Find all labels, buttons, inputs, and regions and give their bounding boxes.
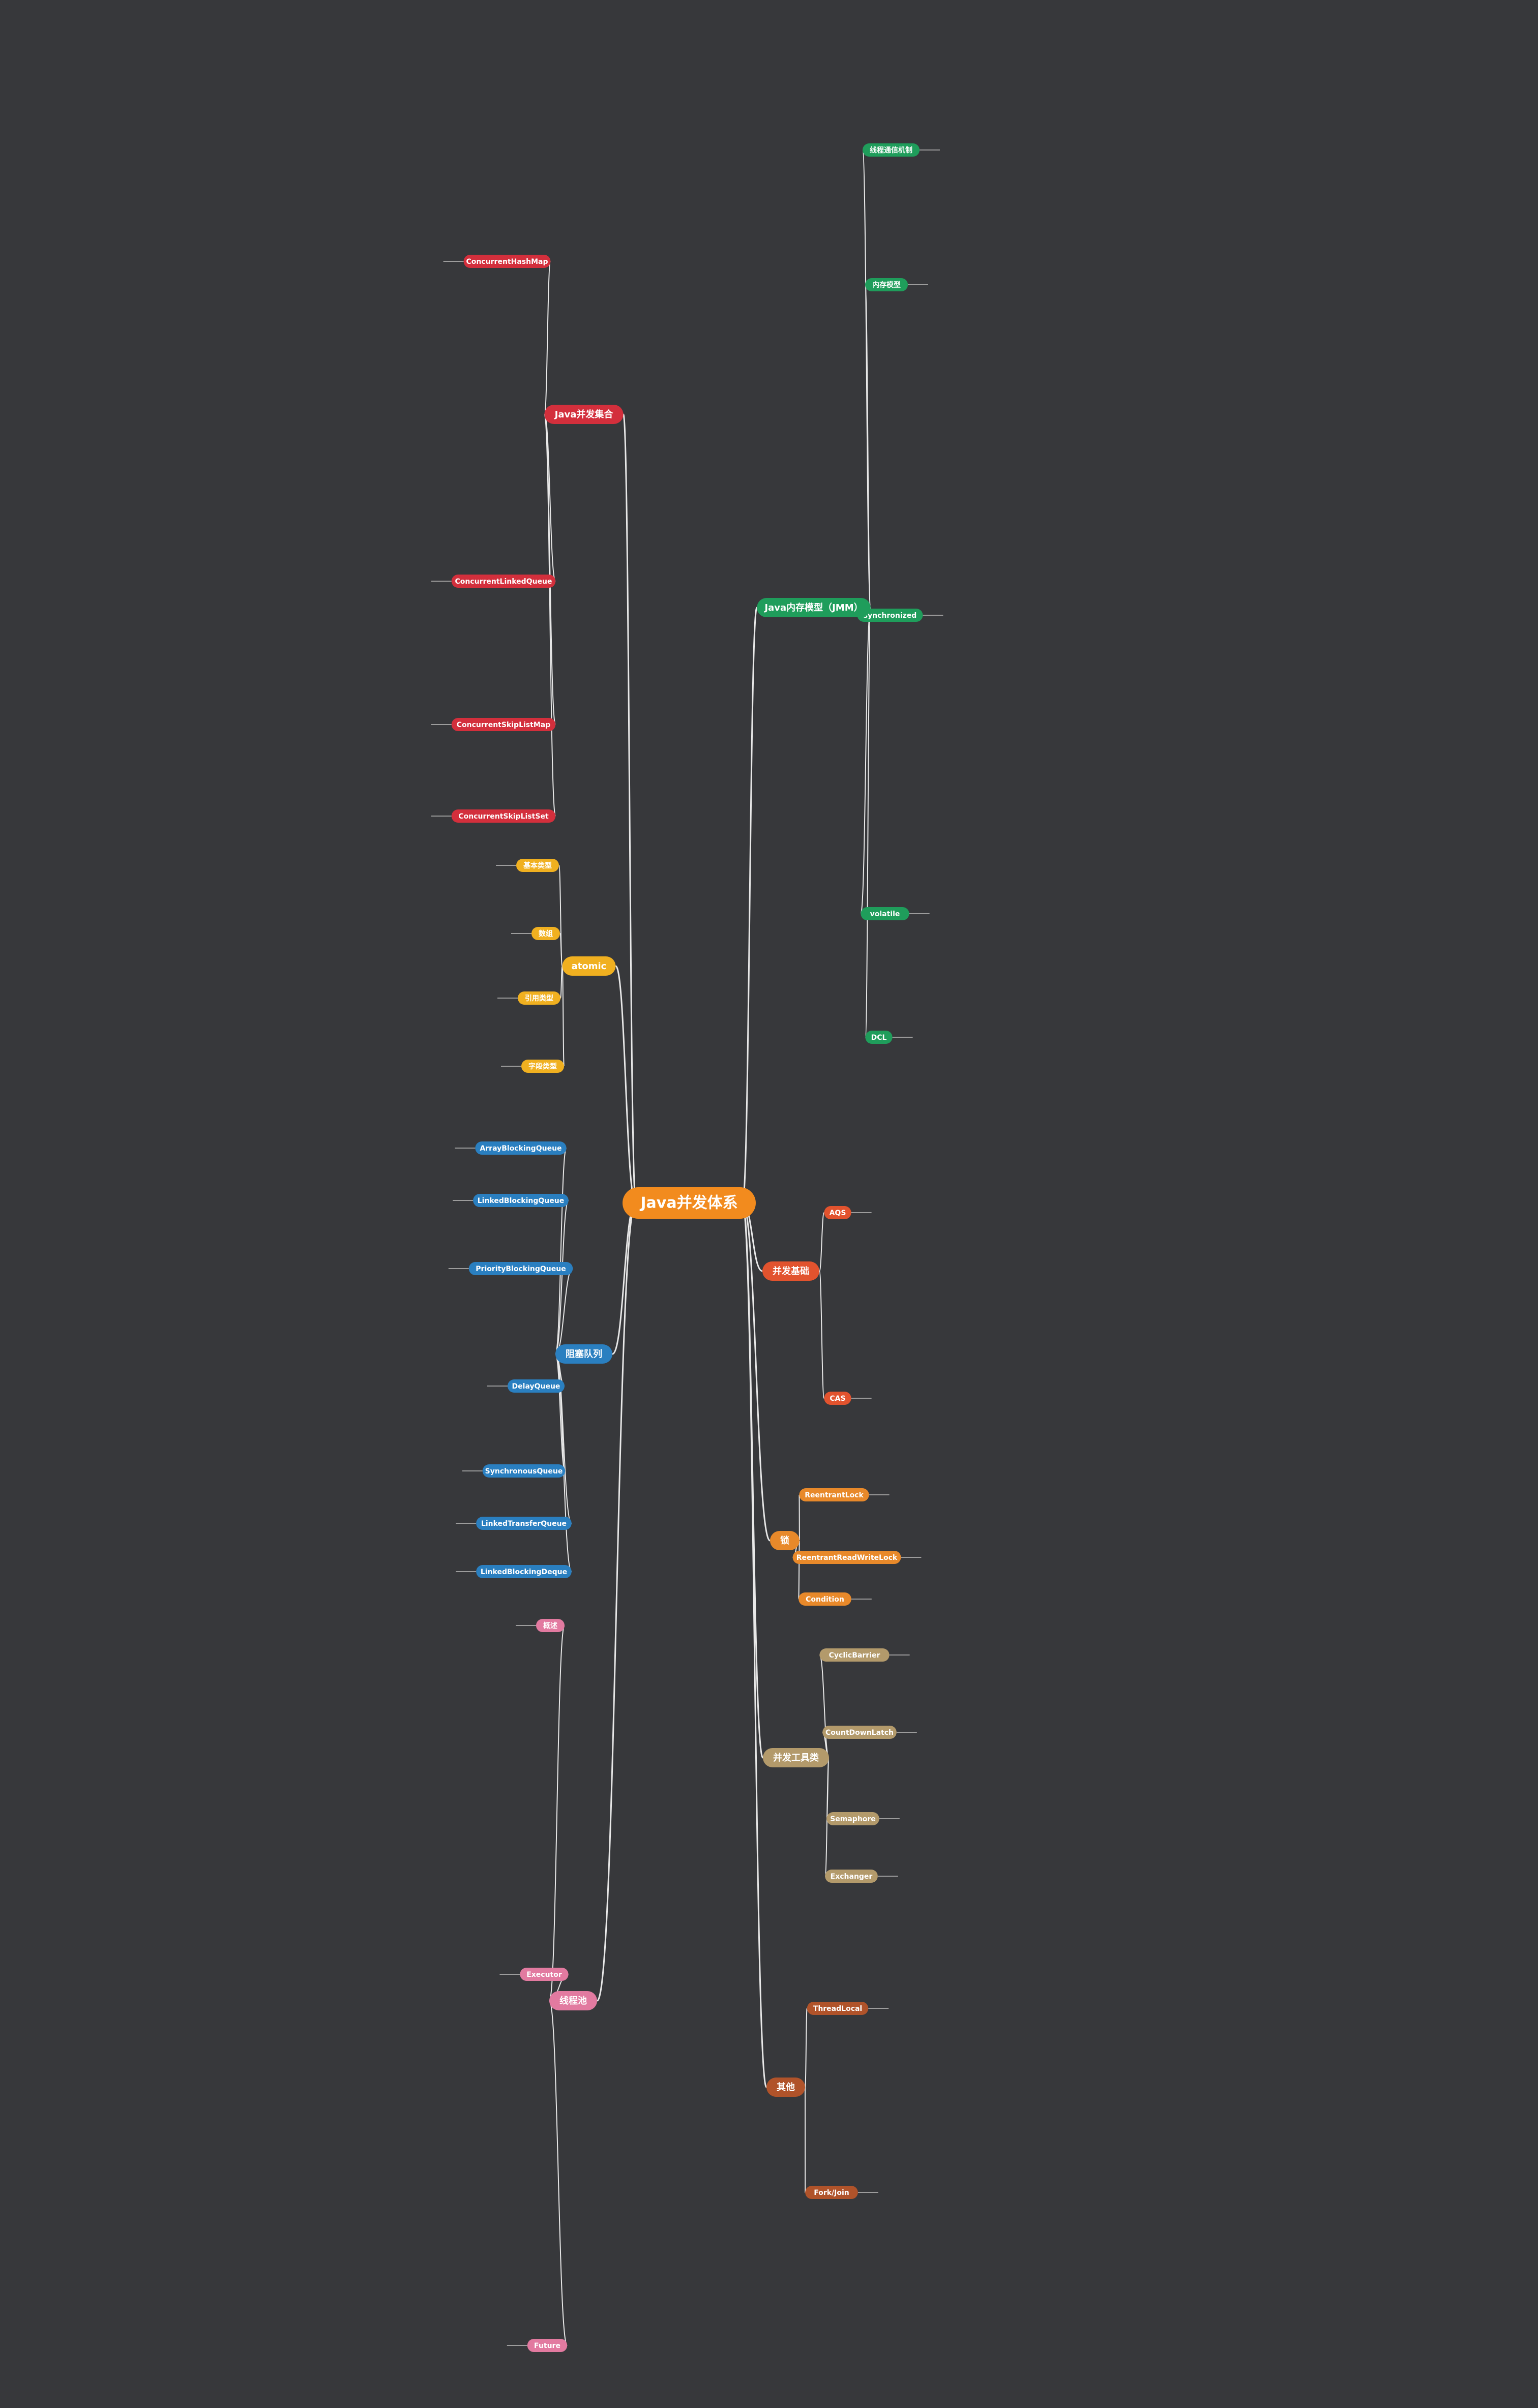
branch-node: 线程池 xyxy=(559,1995,587,2006)
child-node: CyclicBarrier xyxy=(829,1651,880,1660)
child-node: ReentrantLock xyxy=(805,1491,864,1499)
child-node: ConcurrentSkipListMap xyxy=(457,721,550,729)
child-node: 内存模型 xyxy=(872,281,901,289)
child-node: ReentrantReadWriteLock xyxy=(796,1554,898,1562)
child-node: 引用类型 xyxy=(525,994,553,1003)
child-node: DCL xyxy=(871,1034,887,1042)
child-node: volatile xyxy=(870,910,900,918)
child-node: DelayQueue xyxy=(512,1382,560,1391)
child-node: 概述 xyxy=(543,1621,557,1630)
child-node: Future xyxy=(534,2342,560,2350)
branch-node: 并发工具类 xyxy=(773,1752,819,1763)
branch-node: Java内存模型（JMM） xyxy=(763,602,863,613)
child-node: 基本类型 xyxy=(523,861,552,870)
child-node: Exchanger xyxy=(831,1873,873,1881)
branch-node: 并发基础 xyxy=(773,1266,809,1277)
child-node: ArrayBlockingQueue xyxy=(480,1145,561,1153)
link xyxy=(799,1495,800,1541)
branch-node: 其他 xyxy=(777,2082,795,2093)
child-node: synchronized xyxy=(864,612,917,620)
child-node: AQS xyxy=(830,1209,846,1217)
child-node: ConcurrentLinkedQueue xyxy=(455,578,552,586)
branch-node: Java并发集合 xyxy=(554,409,614,420)
child-node: ConcurrentSkipListSet xyxy=(458,812,549,821)
child-node: LinkedBlockingDeque xyxy=(481,1568,567,1576)
child-node: Condition xyxy=(806,1596,844,1604)
child-node: 字段类型 xyxy=(528,1062,557,1071)
child-node: LinkedTransferQueue xyxy=(481,1520,567,1528)
child-node: Executor xyxy=(526,1971,562,1979)
child-node: Semaphore xyxy=(830,1815,876,1823)
branch-node: atomic xyxy=(572,961,607,972)
child-node: SynchronousQueue xyxy=(485,1467,563,1476)
child-node: Fork/Join xyxy=(814,2189,849,2197)
branch-node: 阻塞队列 xyxy=(566,1348,602,1360)
child-node: 线程通信机制 xyxy=(870,146,912,155)
child-node: CAS xyxy=(830,1395,845,1403)
child-node: 数组 xyxy=(539,929,553,938)
child-node: LinkedBlockingQueue xyxy=(478,1197,564,1205)
central-topic: Java并发体系 xyxy=(639,1194,737,1212)
child-node: ThreadLocal xyxy=(813,2005,862,2013)
child-node: CountDownLatch xyxy=(825,1729,894,1737)
child-node: PriorityBlockingQueue xyxy=(476,1265,566,1273)
child-node: ConcurrentHashMap xyxy=(466,258,548,266)
branch-node: 锁 xyxy=(780,1535,789,1546)
